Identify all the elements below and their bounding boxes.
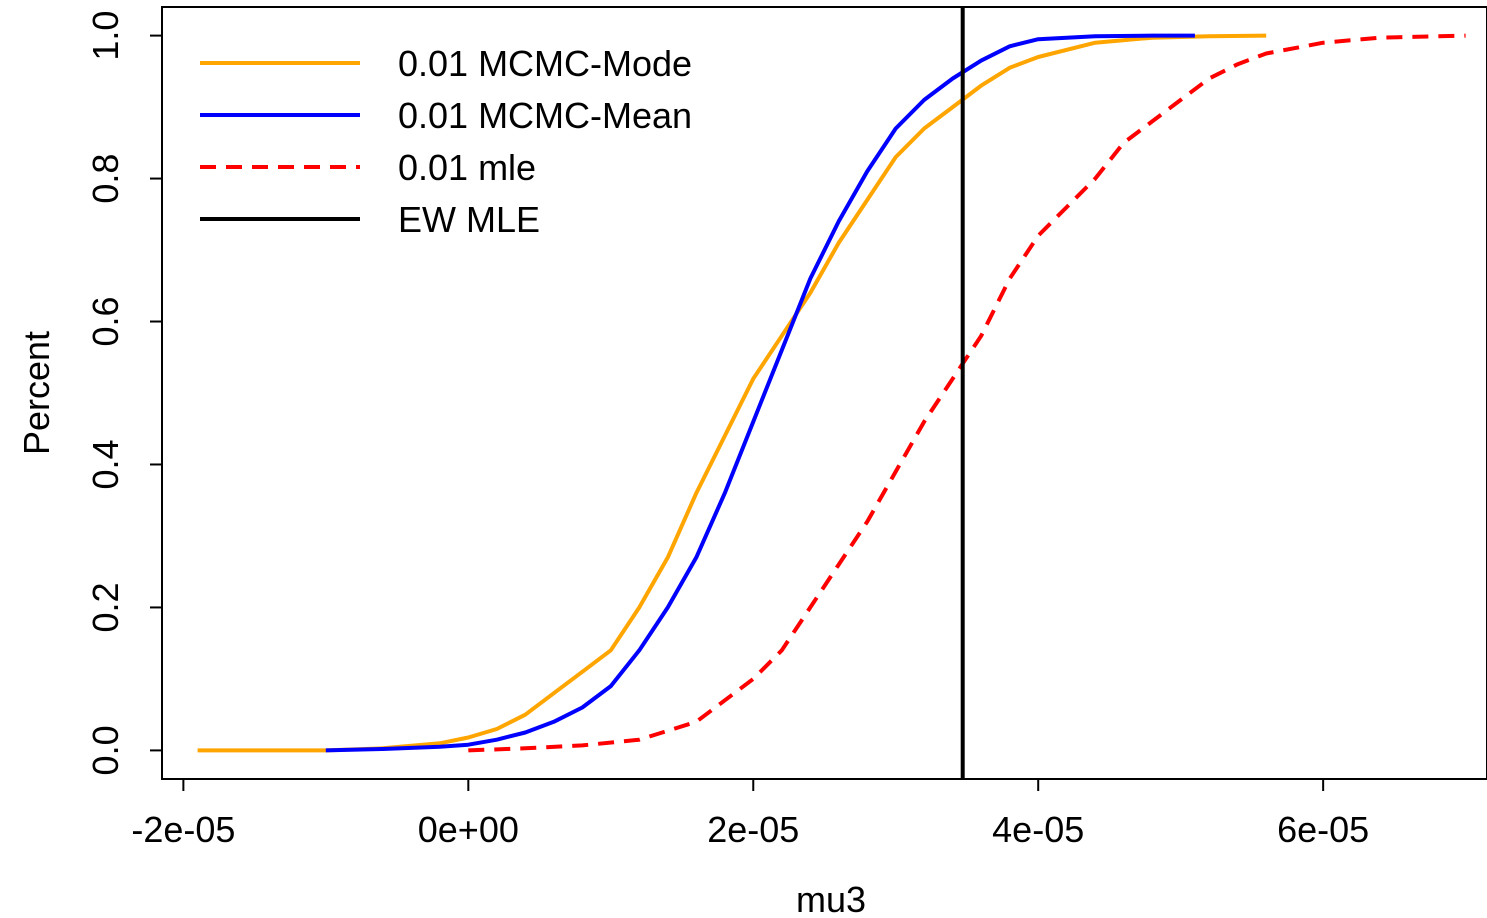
x-tick-label: -2e-05 — [131, 809, 235, 850]
y-tick-label: 0.0 — [85, 725, 126, 775]
legend-label-ew-mle: EW MLE — [398, 199, 540, 240]
x-tick-label: 0e+00 — [418, 809, 519, 850]
legend-label-0-01-mle: 0.01 mle — [398, 147, 536, 188]
legend: 0.01 MCMC-Mode 0.01 MCMC-Mean 0.01 mle EW M… — [200, 43, 692, 240]
y-axis: 0.0 0.2 0.4 0.6 0.8 1.0 — [85, 11, 163, 775]
legend-label-0-01-mcmc-mode: 0.01 MCMC-Mode — [398, 43, 692, 84]
y-tick-label: 0.2 — [85, 582, 126, 632]
y-tick-label: 0.8 — [85, 154, 126, 204]
series-line-0-01-mle — [468, 33, 1466, 753]
legend-label-0-01-mcmc-mean: 0.01 MCMC-Mean — [398, 95, 692, 136]
y-tick-label: 1.0 — [85, 11, 126, 61]
x-tick-label: 4e-05 — [992, 809, 1084, 850]
y-axis-title: Percent — [16, 331, 57, 455]
series-line-0-01-mcmc-mean — [325, 33, 1195, 753]
x-tick-label: 6e-05 — [1277, 809, 1369, 850]
x-axis: -2e-05 0e+00 2e-05 4e-05 6e-05 — [131, 778, 1369, 850]
x-tick-label: 2e-05 — [707, 809, 799, 850]
x-axis-title: mu3 — [796, 879, 866, 918]
y-tick-label: 0.6 — [85, 296, 126, 346]
series-line-0-01-mcmc-mode — [197, 33, 1267, 753]
y-tick-label: 0.4 — [85, 439, 126, 489]
plot-frame — [161, 6, 1487, 780]
series-layer — [197, 33, 1466, 753]
